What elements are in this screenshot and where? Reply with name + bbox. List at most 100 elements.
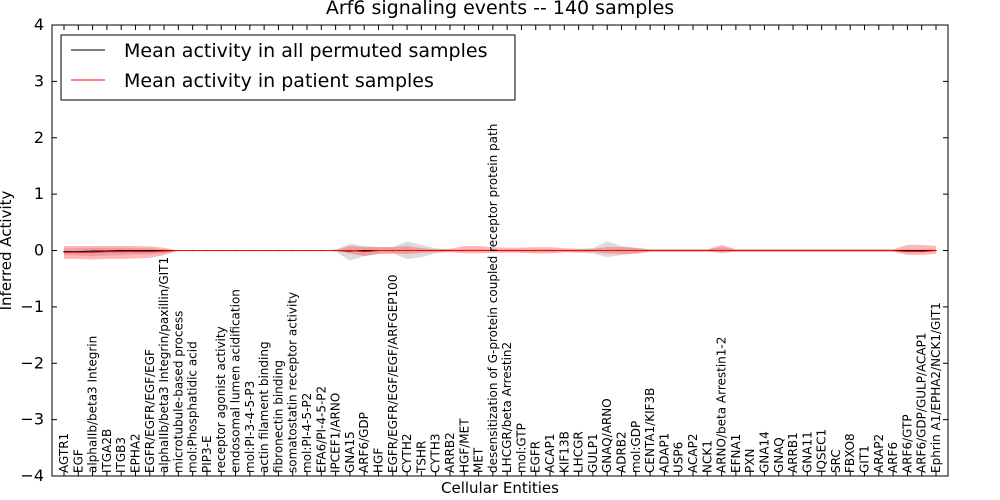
data-point	[92, 250, 94, 252]
y-tick-label: 2	[34, 128, 44, 147]
data-point	[620, 249, 623, 252]
data-point	[177, 249, 179, 252]
data-point	[406, 249, 408, 252]
x-category-label: EFA6/PI-4-5-P2	[314, 386, 328, 473]
data-point	[377, 249, 380, 252]
x-category-label: ARAP2	[872, 434, 886, 473]
x-category-label: GNAQ/ARNO	[600, 398, 614, 473]
x-category-label: IPCEF1/ARNO	[329, 393, 343, 473]
data-point	[363, 249, 365, 252]
data-point	[449, 249, 451, 252]
data-point	[420, 249, 422, 252]
data-point	[392, 249, 394, 252]
x-category-label: CENTA1/KIF3B	[643, 388, 657, 473]
data-point	[134, 249, 137, 252]
data-point	[921, 251, 923, 253]
data-point	[234, 249, 237, 252]
data-point	[520, 249, 523, 252]
data-point	[163, 250, 165, 252]
series-line-patient	[64, 250, 937, 253]
data-point	[821, 249, 823, 252]
x-category-label: EFNA1	[729, 434, 743, 473]
data-point	[906, 249, 909, 252]
legend-box	[60, 34, 516, 101]
x-category-label: EGFR/EGFR/EGF/EGF/ARFGEP100	[386, 275, 400, 473]
x-category-label: ARRB1	[786, 432, 800, 473]
data-point	[721, 249, 723, 252]
x-category-label: AGTR1	[57, 433, 71, 473]
x-category-label: HGF	[372, 448, 386, 473]
data-point	[849, 249, 851, 252]
data-point	[878, 249, 880, 252]
x-category-label: EGFR/EGFR/EGF/EGF	[143, 349, 157, 473]
x-category-label: ACAP2	[686, 434, 700, 473]
data-point	[249, 249, 251, 252]
x-category-label: ITGB3	[114, 437, 128, 473]
data-point	[549, 249, 551, 252]
x-category-label: NCK1	[700, 440, 714, 473]
y-tick-label: 0	[34, 241, 44, 260]
x-category-label: GULP1	[586, 433, 600, 473]
x-category-label: KIF13B	[557, 431, 571, 473]
data-point	[706, 249, 708, 252]
data-point	[363, 251, 365, 253]
data-point	[735, 249, 737, 252]
x-category-label: ARF6	[886, 442, 900, 473]
x-category-label: CYTH3	[429, 434, 443, 474]
band-patient	[64, 244, 936, 260]
data-point	[649, 249, 651, 252]
x-category-label: GNAQ	[772, 437, 786, 473]
x-category-label: actin filament binding	[257, 341, 271, 473]
data-point	[635, 249, 637, 252]
x-category-label: MET	[472, 447, 486, 473]
x-category-label: alphaIIb/beta3 Integrin/paxillin/GIT1	[157, 257, 171, 473]
data-point	[306, 249, 308, 252]
y-axis-ticks: 4 3 2 1 0 −1 −2 −3 −4	[20, 15, 948, 485]
data-point	[863, 249, 866, 252]
data-point	[506, 249, 508, 252]
data-point	[92, 251, 94, 253]
data-point	[592, 249, 594, 252]
x-category-label: endosomal lumen acidification	[229, 289, 243, 473]
data-point	[220, 249, 222, 252]
data-point	[921, 249, 923, 252]
data-point	[120, 251, 122, 253]
data-point	[478, 249, 480, 252]
data-point	[149, 251, 151, 253]
x-category-label: mol:PI-4-5-P2	[300, 393, 314, 473]
data-point	[835, 249, 837, 252]
legend: Mean activity in all permuted samples Mea…	[60, 34, 516, 101]
x-category-label: desensitization of G-protein coupled rec…	[486, 124, 500, 473]
data-point	[935, 249, 937, 252]
x-category-label: LHCGR	[572, 431, 586, 473]
data-point	[663, 249, 666, 252]
x-category-label: ARF6/GTP	[900, 414, 914, 473]
x-category-label: Ephrin A1/EPHA2/NCK1/GIT1	[929, 302, 943, 473]
x-category-label: mol:Phosphatidic acid	[186, 341, 200, 473]
data-point	[678, 249, 680, 252]
x-category-label: LHCGR/beta Arrestin2	[500, 342, 514, 473]
x-category-label: SRC	[829, 449, 843, 473]
x-category-label: fibronectin binding	[271, 360, 285, 473]
data-point	[120, 249, 122, 252]
x-category-label: ARF6/GDP/GULP/ACAP1	[915, 333, 929, 473]
x-category-label: ACAP1	[543, 434, 557, 473]
legend-entry: Mean activity in all permuted samples	[124, 40, 487, 62]
x-category-label: PXN	[743, 449, 757, 473]
x-category-label: EPHA2	[129, 433, 143, 473]
data-point	[563, 249, 565, 252]
x-category-label: alphaIIb/beta3 Integrin	[86, 336, 100, 473]
x-category-label: TSHR	[414, 441, 428, 474]
data-point	[806, 249, 808, 252]
x-axis-category-labels: AGTR1 EGF alphaIIb/beta3 Integrin ITGA2B ITG…	[57, 25, 943, 476]
data-point	[606, 249, 608, 252]
x-category-label: mol:PI-3-4-5-P3	[243, 381, 257, 473]
y-tick-label: −4	[20, 466, 44, 485]
x-category-label: EGF	[71, 449, 85, 473]
x-category-label: somatostatin receptor activity	[286, 292, 300, 473]
chart-title: Arf6 signaling events -- 140 samples	[326, 0, 674, 19]
x-category-label: HGF/MET	[457, 418, 471, 473]
data-point	[749, 249, 751, 252]
data-point	[335, 249, 337, 252]
